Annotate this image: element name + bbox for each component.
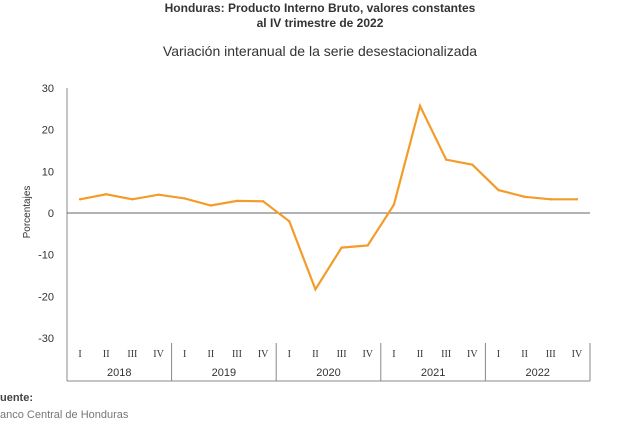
x-tick-label: I	[497, 349, 500, 360]
chart-axes	[66, 88, 590, 382]
x-tick-label: III	[337, 349, 347, 360]
x-tick-label: II	[417, 349, 424, 360]
data-point	[105, 193, 108, 196]
y-tick-label: 20	[42, 125, 54, 137]
data-point	[523, 195, 526, 198]
source-label: uente:	[0, 392, 33, 404]
data-point	[418, 104, 422, 108]
x-tick-label: III	[127, 349, 137, 360]
x-tick-label: I	[183, 349, 186, 360]
x-tick-label: I	[78, 349, 81, 360]
source-text: anco Central de Honduras	[0, 409, 129, 421]
y-tick-label: 30	[42, 83, 54, 95]
year-label: 2022	[525, 367, 549, 379]
x-tick-label: II	[521, 349, 528, 360]
x-tick-label: II	[103, 349, 110, 360]
data-point	[497, 188, 500, 192]
data-point	[78, 198, 82, 201]
year-label: 2021	[421, 367, 445, 379]
data-point	[183, 197, 186, 200]
x-tick-label: I	[392, 349, 395, 360]
data-point	[288, 220, 291, 223]
data-point	[575, 198, 579, 201]
y-tick-label: -20	[38, 291, 54, 303]
data-point	[235, 199, 239, 203]
data-point	[471, 163, 474, 166]
data-point	[366, 244, 369, 247]
x-tick-label: IV	[572, 349, 583, 360]
series-line	[79, 102, 577, 292]
x-tick-label: IV	[258, 349, 269, 360]
data-point	[209, 204, 213, 207]
chart-subtitle: Variación interanual de la serie desesta…	[162, 43, 478, 59]
y-axis-ticks: 30 20 10 0 -10 -20 -30	[38, 83, 54, 345]
x-tick-label: III	[232, 349, 242, 360]
data-point	[131, 198, 134, 201]
x-tick-label: II	[207, 349, 214, 360]
year-label: 2020	[316, 367, 340, 379]
data-point	[157, 193, 160, 196]
chart-title-line1: Honduras: Producto Interno Bruto, valore…	[164, 1, 476, 15]
series-group	[78, 102, 579, 292]
x-axis-ticks: I II III IV I II III IV I II III IV I II III IV I II III IV…	[66, 343, 591, 381]
y-tick-label: -10	[38, 250, 54, 262]
x-tick-label: IV	[467, 349, 478, 360]
y-axis-label: Porcentajes	[22, 186, 33, 239]
data-point	[314, 288, 317, 291]
data-point	[261, 200, 265, 203]
y-tick-label: 10	[42, 166, 54, 178]
data-point	[549, 198, 552, 201]
data-point	[392, 203, 396, 206]
x-tick-label: III	[441, 349, 451, 360]
data-point	[444, 158, 448, 161]
chart-title-line2: al IV trimestre de 2022	[256, 16, 384, 30]
year-label: 2018	[107, 367, 131, 379]
x-tick-label: IV	[362, 349, 373, 360]
data-point	[340, 246, 343, 249]
x-tick-label: III	[546, 349, 556, 360]
y-tick-label: 0	[48, 208, 54, 220]
x-tick-label: I	[288, 349, 291, 360]
y-tick-label: -30	[38, 333, 54, 345]
x-tick-label: IV	[153, 349, 164, 360]
x-tick-label: II	[312, 349, 319, 360]
year-label: 2019	[212, 367, 236, 379]
